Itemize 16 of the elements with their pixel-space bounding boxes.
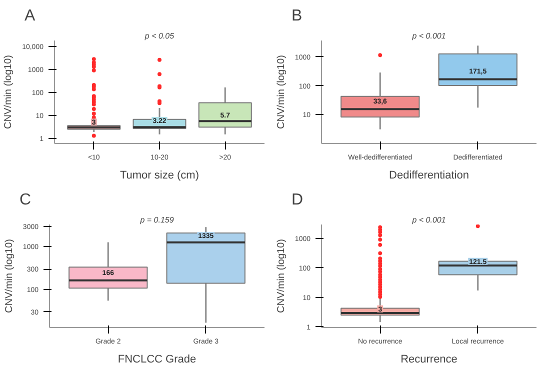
chart-title: D xyxy=(292,192,304,208)
x-axis-title: Tumor size (cm) xyxy=(120,170,200,182)
y-axis-title: CNV/min (log10) xyxy=(276,55,287,129)
text: p = 0.159 xyxy=(139,216,174,224)
annotation: p < 0.001 xyxy=(411,32,446,40)
annotation: p < 0.001 xyxy=(411,216,446,224)
y-axis-title: CNV/min (log10) xyxy=(3,55,14,129)
x-axis-title: FNCLCC Grade xyxy=(118,354,196,366)
x-axis-title: Recurrence xyxy=(400,354,458,366)
y-axis-title: CNV/min (log10) xyxy=(276,239,287,313)
chart-title: B xyxy=(292,8,302,24)
text: p < 0.05 xyxy=(144,32,175,40)
x-axis-title: Dedifferentiation xyxy=(389,170,469,182)
chart-title: C xyxy=(20,192,32,208)
chart-title: A xyxy=(24,8,36,24)
y-axis-title: CNV/min (log10) xyxy=(4,239,15,313)
